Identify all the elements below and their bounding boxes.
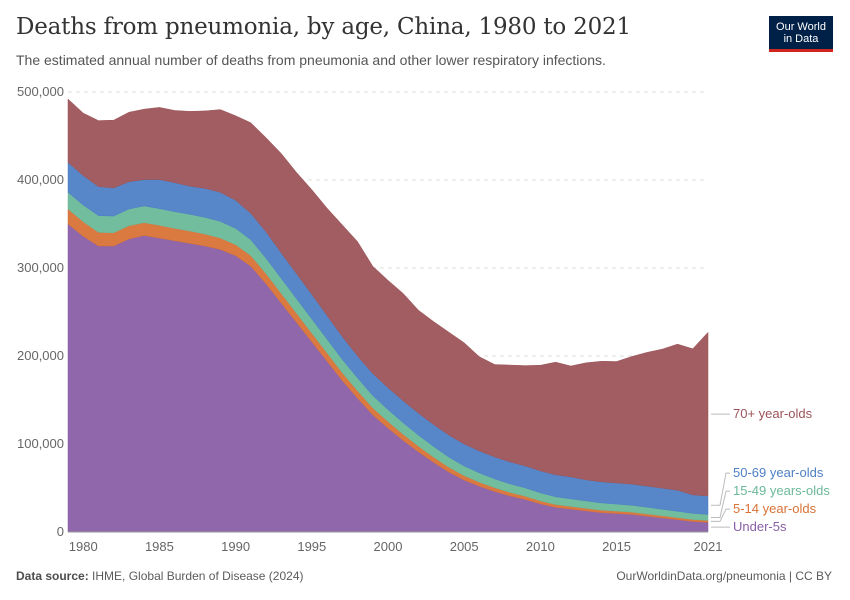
x-tick-label: 2010: [526, 539, 555, 554]
x-tick-label: 2015: [602, 539, 631, 554]
x-tick-label: 1980: [69, 539, 98, 554]
logo-line-2: in Data: [783, 33, 819, 45]
chart-subtitle: The estimated annual number of deaths fr…: [16, 52, 606, 68]
area-layer: [67, 98, 709, 533]
logo-line-1: Our World: [776, 21, 826, 33]
legend-label-15-49-years-olds[interactable]: 15-49 years-olds: [733, 483, 830, 498]
legend-leader-line: [711, 490, 730, 518]
legend-label-50-69-year-olds[interactable]: 50-69 year-olds: [733, 465, 824, 480]
legend-leader-line: [711, 508, 730, 522]
y-tick-label: 0: [57, 524, 64, 539]
legend-label-under-5s[interactable]: Under-5s: [733, 519, 787, 534]
x-tick-label: 2021: [694, 539, 723, 554]
stacked-area-chart: 0 100,000 200,000 300,000 400,000 500,000 198…: [17, 84, 830, 554]
series-legend: Under-5s 5-14 year-olds 15-49 years-olds 50…: [711, 406, 830, 534]
y-tick-label: 400,000: [17, 172, 64, 187]
y-tick-label: 300,000: [17, 260, 64, 275]
y-axis-ticks: 0 100,000 200,000 300,000 400,000 500,000: [17, 84, 64, 539]
legend-label-70-year-olds[interactable]: 70+ year-olds: [733, 406, 813, 421]
legend-leader-line: [711, 472, 730, 506]
legend-label-5-14-year-olds[interactable]: 5-14 year-olds: [733, 501, 817, 516]
x-tick-label: 2005: [450, 539, 479, 554]
y-tick-label: 200,000: [17, 348, 64, 363]
x-axis-ticks: 1980 1985 1990 1995 2000 2005 2010 2015 2021: [68, 531, 723, 554]
data-source-label: Data source:: [16, 569, 89, 583]
data-source: Data source: IHME, Global Burden of Dise…: [16, 569, 303, 583]
x-tick-label: 1990: [221, 539, 250, 554]
data-source-text: IHME, Global Burden of Disease (2024): [92, 569, 304, 583]
area-70-year-olds[interactable]: [67, 98, 709, 497]
owid-logo[interactable]: Our World in Data: [769, 16, 833, 52]
chart-title: Deaths from pneumonia, by age, China, 19…: [16, 14, 631, 40]
y-tick-label: 100,000: [17, 436, 64, 451]
x-tick-label: 1995: [297, 539, 326, 554]
x-tick-label: 2000: [374, 539, 403, 554]
source-url-link[interactable]: OurWorldinData.org/pneumonia | CC BY: [616, 569, 832, 583]
x-tick-label: 1985: [145, 539, 174, 554]
y-tick-label: 500,000: [17, 84, 64, 99]
